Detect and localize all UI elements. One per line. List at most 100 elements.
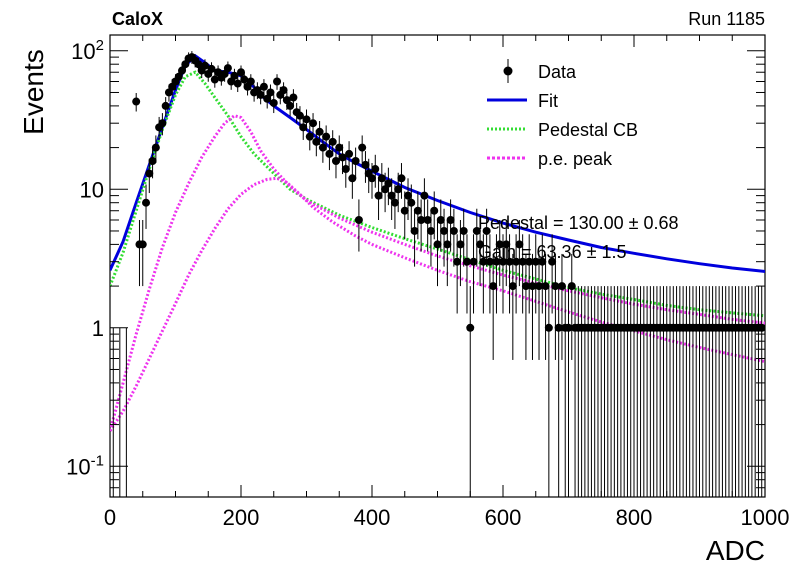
legend-label-fit: Fit (538, 91, 558, 111)
data-point (525, 257, 534, 266)
y-axis-label: Events (18, 49, 49, 135)
data-point (397, 174, 406, 183)
data-point (200, 61, 209, 70)
data-point (142, 198, 151, 207)
data-point (312, 137, 321, 146)
data-point (449, 226, 458, 235)
data-point (456, 240, 465, 249)
data-point (269, 98, 278, 107)
y-tick-label: 1 (92, 316, 104, 341)
data-point (544, 323, 553, 332)
data-point (295, 111, 304, 120)
data-point (263, 94, 272, 103)
data-point (145, 169, 154, 178)
data-point (328, 137, 337, 146)
data-point (178, 66, 187, 75)
data-point (237, 68, 245, 77)
data-layer (110, 51, 765, 497)
data-point (384, 179, 393, 188)
data-point (233, 79, 242, 88)
data-point (557, 282, 566, 291)
data-point (433, 240, 442, 249)
data-point (259, 82, 268, 91)
fit-parameter-label: Pedestal = 130.00 ± 0.68 (478, 213, 679, 233)
fit-parameter-label: Gain = 63.36 ± 1.5 (478, 242, 626, 262)
data-point (515, 240, 524, 249)
data-point (436, 216, 445, 225)
data-point (309, 119, 318, 128)
data-point (541, 282, 550, 291)
legend-label-pedestal-cb: Pedestal CB (538, 120, 638, 140)
data-point (400, 206, 409, 215)
data-point (230, 71, 239, 80)
data-point (508, 282, 517, 291)
data-point (341, 165, 350, 174)
data-point (338, 153, 347, 162)
data-point (538, 257, 547, 266)
data-point (210, 75, 219, 84)
data-point (371, 165, 380, 174)
data-point (482, 226, 491, 235)
data-point (505, 257, 514, 266)
data-point (413, 206, 422, 215)
data-point (345, 149, 354, 158)
pedestal-cb-curve-2 (110, 70, 765, 318)
data-point (161, 101, 170, 110)
data-point (518, 257, 527, 266)
data-point (220, 69, 229, 78)
experiment-label: CaloX (112, 9, 163, 29)
data-point (174, 72, 183, 81)
data-point (387, 191, 396, 200)
data-point (479, 257, 488, 266)
x-tick-label: 800 (616, 505, 653, 530)
data-point (476, 240, 485, 249)
y-tick-exponent: 2 (96, 37, 104, 54)
data-point (420, 191, 429, 200)
fit-parameters: Pedestal = 130.00 ± 0.68 Gain = 63.36 ± 1… (478, 213, 679, 262)
data-point (302, 115, 311, 124)
data-point (322, 132, 331, 141)
data-point (273, 77, 282, 86)
x-tick-label: 600 (485, 505, 522, 530)
data-point (279, 86, 288, 95)
data-point (521, 282, 530, 291)
x-axis-label: ADC (706, 535, 765, 566)
y-tick-label: 10 (80, 177, 104, 202)
legend-marker-data (503, 66, 513, 76)
data-point (469, 257, 478, 266)
data-point (551, 282, 560, 291)
y-tick-exponent: -1 (91, 452, 104, 469)
data-point (138, 240, 147, 249)
data-point (489, 282, 498, 291)
data-point (410, 226, 419, 235)
data-point (499, 257, 507, 266)
data-point (315, 127, 324, 136)
legend-label-p-e-peak: p.e. peak (538, 149, 613, 169)
data-point (548, 257, 557, 266)
data-point (426, 226, 435, 235)
data-point (485, 257, 494, 266)
data-point (417, 216, 426, 225)
data-point (148, 157, 157, 166)
data-point (286, 101, 295, 110)
data-point (453, 257, 462, 266)
data-point (351, 157, 360, 166)
legend: Data Fit Pedestal CB p.e. peak (487, 59, 638, 169)
data-point (223, 64, 232, 73)
data-point (390, 198, 399, 207)
plot-area (109, 34, 766, 498)
data-point (207, 64, 216, 73)
data-point (368, 174, 376, 183)
data-point (462, 257, 471, 266)
data-point (132, 97, 141, 106)
data-point (325, 149, 334, 158)
p-e-peak-curve-4 (110, 176, 765, 432)
data-point (354, 216, 363, 225)
data-point (492, 257, 501, 266)
data-point (289, 93, 298, 102)
data-point (256, 90, 265, 99)
legend-label-data: Data (538, 62, 577, 82)
